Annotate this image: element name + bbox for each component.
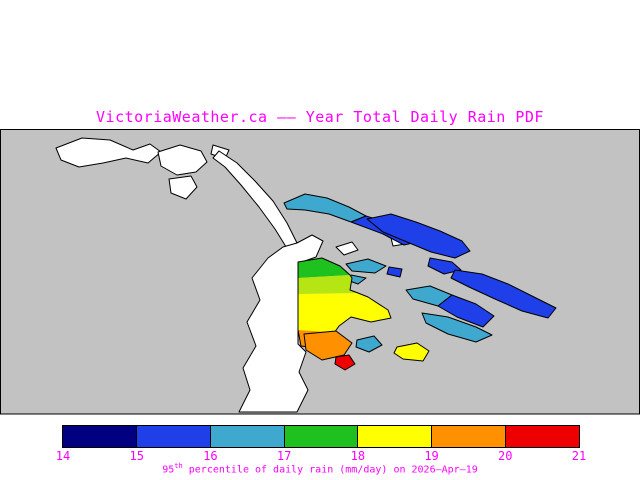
rain-patches-blue xyxy=(350,213,557,328)
rain-patch xyxy=(303,330,353,361)
rain-patch xyxy=(366,213,471,259)
colorbar-segment xyxy=(210,426,285,447)
caption-base: 95 xyxy=(162,464,175,476)
colorbar-segment xyxy=(63,426,137,447)
rain-patch xyxy=(421,312,493,343)
colorbar xyxy=(62,425,580,448)
rain-patches-red xyxy=(334,354,356,371)
rain-patch xyxy=(298,275,358,294)
rain-map xyxy=(0,129,640,415)
page-title: VictoriaWeather.ca —— Year Total Daily R… xyxy=(96,108,544,126)
rain-patch xyxy=(393,342,430,362)
rain-patch xyxy=(298,258,350,278)
colorbar-segment xyxy=(506,426,580,447)
rain-patches-cyan xyxy=(283,193,493,353)
rain-patch xyxy=(386,266,403,278)
water-shape xyxy=(55,137,162,168)
colorbar-tick: 20 xyxy=(498,449,513,463)
caption-rest: percentile of daily rain (mm/day) on 202… xyxy=(182,464,478,476)
water-shape xyxy=(168,175,198,200)
rain-patches-orange xyxy=(303,330,353,361)
water-shape xyxy=(157,144,208,176)
colorbar-tick: 15 xyxy=(129,449,144,463)
colorbar-segment xyxy=(136,426,211,447)
colorbar-tick: 21 xyxy=(571,449,587,463)
rain-patch xyxy=(345,258,387,274)
colorbar-tick: 14 xyxy=(55,449,71,463)
colorbar-tick: 17 xyxy=(276,449,292,463)
rain-patch xyxy=(437,294,495,328)
colorbar-segment xyxy=(358,426,433,447)
rain-patch xyxy=(450,269,557,319)
caption-superscript: th xyxy=(174,462,183,470)
rain-patch xyxy=(334,354,356,371)
colorbar-tick: 18 xyxy=(350,449,366,463)
water-shape xyxy=(238,234,324,413)
rain-patch xyxy=(427,257,462,275)
colorbar-segment xyxy=(284,426,359,447)
rain-patches-yellow xyxy=(393,342,430,362)
colorbar-caption: 95th percentile of daily rain (mm/day) o… xyxy=(0,462,640,475)
colorbar-tick: 19 xyxy=(424,449,439,463)
colorbar-tick: 16 xyxy=(203,449,218,463)
water-shape xyxy=(335,241,359,256)
colorbar-ticks: 14 15 16 17 18 19 20 21 xyxy=(56,449,586,463)
rain-patch xyxy=(355,335,383,353)
colorbar-segment xyxy=(432,426,507,447)
